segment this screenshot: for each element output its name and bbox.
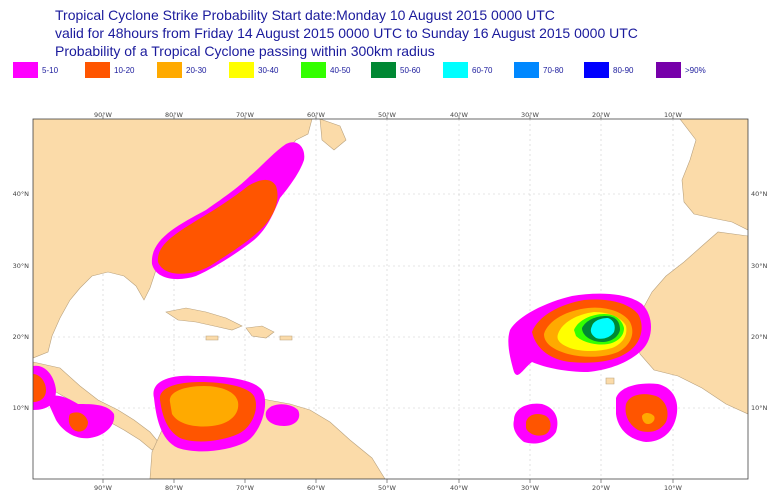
legend-label: 70-80 bbox=[543, 66, 564, 75]
legend-swatch bbox=[301, 62, 326, 78]
legend-swatch bbox=[157, 62, 182, 78]
lon-label-bottom: 40°W bbox=[450, 484, 469, 492]
legend-swatch bbox=[371, 62, 396, 78]
legend-label: 60-70 bbox=[472, 66, 493, 75]
lon-label-bottom: 10°W bbox=[664, 484, 683, 492]
swath-central-america-10-20 bbox=[33, 374, 46, 402]
lat-label-right: 30°N bbox=[751, 262, 768, 270]
lat-label-left: 10°N bbox=[13, 404, 30, 412]
land-jamaica bbox=[205, 335, 219, 341]
map-title-line-1: Tropical Cyclone Strike Probability Star… bbox=[55, 7, 555, 23]
lon-label-bottom: 80°W bbox=[165, 484, 184, 492]
lon-label-bottom: 70°W bbox=[236, 484, 255, 492]
swath-panama-10-20 bbox=[68, 412, 88, 432]
land-newfoundland bbox=[319, 119, 347, 151]
lon-label-bottom: 20°W bbox=[592, 484, 611, 492]
map-frame bbox=[32, 118, 749, 480]
lon-label-bottom: 90°W bbox=[94, 484, 113, 492]
lat-labels-left: 40°N 30°N 20°N 10°N bbox=[13, 190, 30, 412]
frame-ticks bbox=[102, 115, 674, 483]
lon-label-top: 90°W bbox=[94, 111, 113, 119]
swath-us-coast-10-20 bbox=[157, 179, 278, 274]
lon-label-top: 60°W bbox=[307, 111, 326, 119]
legend-swatch bbox=[656, 62, 681, 78]
lat-label-right: 20°N bbox=[751, 333, 768, 341]
swath-guinea-20-30 bbox=[642, 413, 655, 424]
lon-label-top: 80°W bbox=[165, 111, 184, 119]
lat-label-left: 20°N bbox=[13, 333, 30, 341]
lon-label-bottom: 50°W bbox=[378, 484, 397, 492]
legend-swatch bbox=[13, 62, 38, 78]
legend-swatch bbox=[229, 62, 254, 78]
lat-labels-right: 40°N 30°N 20°N 10°N bbox=[751, 190, 768, 412]
legend-label: 50-60 bbox=[400, 66, 421, 75]
map-title-line-3: Probability of a Tropical Cyclone passin… bbox=[55, 43, 435, 59]
map-title-line-2: valid for 48hours from Friday 14 August … bbox=[55, 25, 638, 41]
lon-label-top: 50°W bbox=[378, 111, 397, 119]
strike-probability-contours bbox=[33, 142, 678, 452]
lon-label-bottom: 30°W bbox=[521, 484, 540, 492]
legend-label: >90% bbox=[685, 66, 706, 75]
legend-label: 40-50 bbox=[330, 66, 351, 75]
swath-caribbean-20-30 bbox=[169, 386, 239, 427]
lon-label-top: 70°W bbox=[236, 111, 255, 119]
lon-label-bottom: 60°W bbox=[307, 484, 326, 492]
land-europe bbox=[679, 119, 748, 231]
legend-label: 80-90 bbox=[613, 66, 634, 75]
swath-mid-atlantic-10-20 bbox=[526, 414, 551, 436]
legend-label: 5-10 bbox=[42, 66, 59, 75]
lon-label-top: 10°W bbox=[664, 111, 683, 119]
land-puerto-rico bbox=[279, 335, 293, 341]
legend-label: 10-20 bbox=[114, 66, 135, 75]
lon-labels-bottom: 90°W 80°W 70°W 60°W 50°W 40°W 30°W 20°W … bbox=[94, 484, 683, 492]
legend-swatch bbox=[584, 62, 609, 78]
lat-label-left: 30°N bbox=[13, 262, 30, 270]
land-cuba bbox=[165, 307, 243, 331]
legend-swatch bbox=[443, 62, 468, 78]
legend-label: 20-30 bbox=[186, 66, 207, 75]
lon-labels-top: 90°W 80°W 70°W 60°W 50°W 40°W 30°W 20°W … bbox=[94, 111, 683, 119]
swath-east-atlantic-60-70 bbox=[590, 318, 615, 339]
swath-windward-5-10 bbox=[265, 404, 300, 426]
lon-label-top: 30°W bbox=[521, 111, 540, 119]
land-hispaniola bbox=[245, 325, 275, 339]
lon-label-top: 40°W bbox=[450, 111, 469, 119]
legend-swatch bbox=[514, 62, 539, 78]
legend-swatch bbox=[85, 62, 110, 78]
lat-label-left: 40°N bbox=[13, 190, 30, 198]
legend-label: 30-40 bbox=[258, 66, 279, 75]
lon-label-top: 20°W bbox=[592, 111, 611, 119]
lat-label-right: 40°N bbox=[751, 190, 768, 198]
swath-guinea-10-20 bbox=[625, 394, 668, 432]
land-cape-verde bbox=[605, 377, 615, 385]
lat-label-right: 10°N bbox=[751, 404, 768, 412]
